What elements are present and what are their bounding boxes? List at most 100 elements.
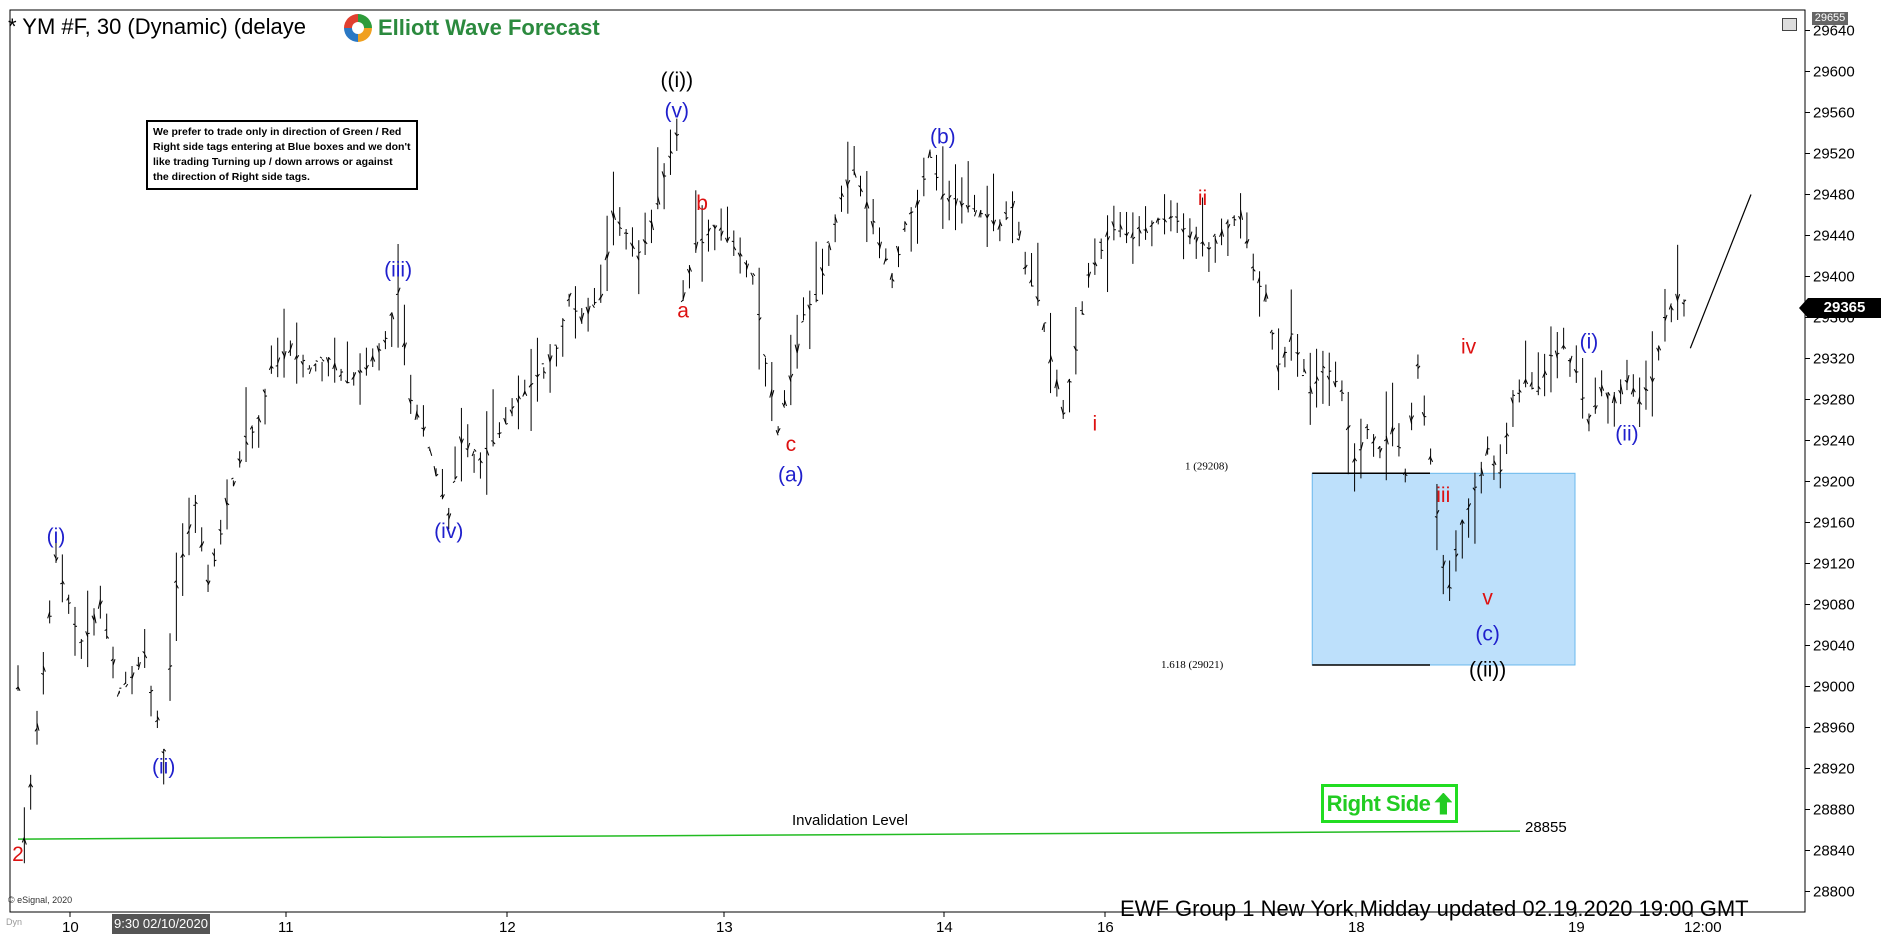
y-tick-label: 29000 — [1813, 679, 1855, 696]
price-bar-close — [1183, 227, 1186, 230]
price-bar-close — [524, 390, 528, 396]
price-bar-close — [1037, 299, 1041, 302]
price-bar-close — [1506, 432, 1510, 437]
y-tick-label: 29320 — [1813, 351, 1855, 368]
y-tick-label: 29160 — [1813, 515, 1855, 532]
price-bar-close — [302, 359, 306, 362]
price-bar-close — [1544, 370, 1548, 376]
price-bar-open — [535, 374, 538, 378]
price-bar-open — [1231, 216, 1235, 219]
invalidation-line — [17, 830, 1521, 840]
price-bar-open — [1441, 566, 1444, 569]
price-bar-close — [1246, 239, 1250, 245]
price-bar-open — [953, 197, 956, 200]
price-bar-open — [325, 357, 329, 364]
top-price-tag: 29655 — [1812, 12, 1848, 25]
price-bar-open — [1656, 347, 1660, 353]
price-bar-close — [1569, 355, 1573, 364]
price-bar-open — [1561, 344, 1565, 349]
y-tick-label: 28800 — [1813, 884, 1855, 901]
price-bar-open — [1326, 375, 1330, 381]
price-bar-open — [1320, 370, 1324, 374]
price-bar-open — [1383, 439, 1387, 442]
price-bar-close — [898, 253, 901, 256]
price-bar-open — [883, 257, 887, 265]
price-bar-open — [1643, 387, 1647, 392]
price-bar-close — [511, 405, 515, 410]
wave-label: c — [786, 433, 797, 456]
price-bar-close — [1531, 387, 1535, 390]
price-bar-close — [879, 241, 882, 250]
price-bar-open — [180, 553, 184, 559]
price-bar-close — [1151, 221, 1155, 225]
price-bar-open — [972, 208, 975, 210]
price-bar-open — [79, 641, 82, 644]
price-bar-open — [465, 448, 469, 451]
price-bar-close — [644, 240, 648, 245]
y-tick-label: 29440 — [1813, 228, 1855, 245]
price-bar-open — [687, 268, 690, 274]
y-tick-label: 29600 — [1813, 64, 1855, 81]
x-tick-label: 12 — [499, 919, 516, 936]
price-bar-close — [201, 541, 205, 547]
window-icon[interactable] — [1782, 18, 1797, 31]
price-bar-close — [562, 318, 566, 322]
price-bar-open — [237, 458, 241, 462]
price-bar-open — [630, 242, 633, 247]
price-bar-open — [801, 320, 804, 323]
price-bar-open — [921, 175, 924, 178]
price-bar-open — [699, 238, 703, 241]
price-bar-close — [372, 356, 376, 362]
price-bar-close — [517, 395, 521, 400]
wave-label: ii — [1198, 187, 1207, 210]
price-bar-close — [391, 312, 395, 320]
price-bar-open — [896, 245, 899, 254]
price-bar-close — [226, 502, 230, 506]
price-bar-close — [530, 382, 534, 386]
x-tick-label: 13 — [716, 919, 733, 936]
price-bar-close — [321, 358, 325, 362]
price-bar-open — [965, 204, 969, 210]
wave-label: (ii) — [1615, 423, 1638, 446]
price-bar-open — [1630, 388, 1634, 395]
price-bar-close — [17, 686, 21, 692]
wave-label: i — [1093, 412, 1098, 435]
price-bar-open — [1288, 335, 1292, 343]
price-bar-open — [389, 312, 393, 316]
price-bar-close — [917, 199, 920, 206]
price-bar-open — [41, 672, 44, 675]
price-bar-open — [642, 239, 646, 244]
price-bar-close — [701, 241, 705, 244]
price-bar-close — [327, 356, 331, 361]
price-bar-close — [1189, 231, 1193, 240]
price-bar-close — [150, 689, 154, 692]
price-bar-close — [283, 350, 287, 360]
fib-label-1: 1 (29208) — [1185, 460, 1228, 472]
price-bar-open — [1624, 379, 1628, 383]
price-bar-open — [186, 530, 190, 535]
price-bar-close — [1360, 442, 1364, 451]
wave-label: (i) — [1580, 330, 1599, 353]
price-bar-open — [1510, 397, 1514, 404]
price-bar-close — [796, 343, 800, 354]
y-tick-label: 28840 — [1813, 843, 1855, 860]
price-bar-open — [1415, 363, 1419, 367]
price-bar-close — [207, 580, 211, 586]
price-bar-open — [680, 299, 684, 303]
price-bar-close — [277, 357, 281, 364]
price-bar-open — [142, 651, 146, 654]
price-bar-close — [1518, 389, 1522, 393]
price-bar-open — [1649, 376, 1653, 382]
price-bar-open — [1554, 350, 1558, 359]
price-bar-close — [144, 654, 148, 659]
price-bar-close — [1062, 412, 1066, 415]
price-bar-open — [1263, 294, 1267, 302]
price-bar-close — [765, 362, 768, 365]
right-side-label: Right Side — [1326, 790, 1431, 816]
price-bar-close — [315, 360, 318, 362]
price-bar-open — [706, 233, 709, 236]
price-bar-close — [828, 242, 832, 251]
price-bar-open — [313, 363, 317, 367]
price-bar-open — [927, 149, 931, 159]
